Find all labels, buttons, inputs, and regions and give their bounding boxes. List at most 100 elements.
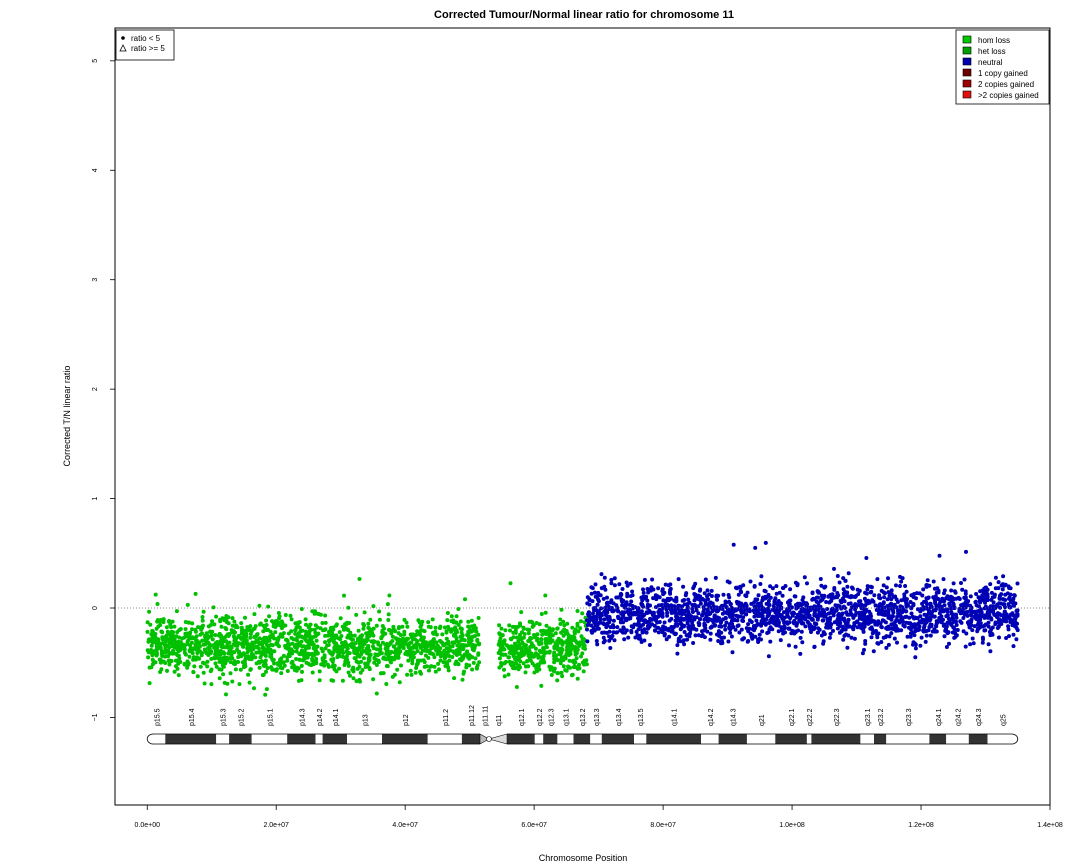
- data-point: [942, 634, 947, 639]
- data-point: [604, 630, 609, 635]
- data-point: [410, 650, 415, 655]
- data-point: [340, 654, 345, 659]
- data-point: [476, 616, 481, 620]
- data-point: [669, 603, 674, 608]
- data-point: [800, 640, 805, 645]
- data-point: [397, 625, 401, 630]
- data-point: [576, 641, 581, 646]
- data-point: [914, 591, 919, 596]
- data-point: [511, 635, 516, 640]
- data-point: [315, 632, 320, 637]
- data-point: [756, 640, 761, 644]
- data-point: [454, 653, 459, 657]
- data-point: [629, 599, 634, 604]
- data-point: [357, 641, 362, 646]
- data-point: [240, 642, 245, 647]
- data-point: [310, 609, 315, 614]
- data-point: [280, 626, 284, 631]
- data-point: [531, 623, 536, 628]
- data-point: [1002, 602, 1007, 607]
- data-point: [686, 609, 691, 614]
- data-point: [924, 583, 929, 588]
- data-point: [325, 662, 330, 667]
- data-point: [644, 630, 649, 635]
- data-point: [835, 574, 840, 578]
- data-point: [183, 652, 188, 657]
- data-point: [369, 632, 374, 637]
- x-tick-label: 8.0e+07: [650, 822, 676, 829]
- data-point: [692, 603, 697, 607]
- data-point: [183, 631, 188, 636]
- data-point: [530, 644, 535, 649]
- data-point: [812, 625, 817, 630]
- data-point: [945, 613, 950, 618]
- data-point: [868, 620, 872, 625]
- data-point: [952, 606, 957, 610]
- data-point: [459, 626, 464, 631]
- data-point: [968, 594, 973, 599]
- data-point: [286, 644, 291, 649]
- data-point: [705, 588, 710, 593]
- data-point: [592, 590, 597, 595]
- data-point: [675, 623, 680, 628]
- data-point: [536, 655, 541, 660]
- data-point: [924, 629, 929, 633]
- data-point: [518, 659, 523, 664]
- data-point: [294, 649, 299, 654]
- data-point: [464, 653, 469, 658]
- data-point: [503, 628, 508, 633]
- data-point: [321, 657, 326, 662]
- data-point: [409, 672, 414, 677]
- data-point: [995, 611, 1000, 616]
- data-point: [466, 624, 471, 629]
- data-point: [740, 609, 745, 614]
- data-point: [331, 650, 336, 655]
- data-point: [559, 630, 564, 635]
- data-point: [985, 611, 990, 616]
- data-point: [608, 600, 613, 605]
- data-point: [431, 652, 436, 657]
- data-point: [670, 628, 675, 633]
- data-point: [929, 604, 934, 609]
- data-point: [257, 603, 262, 608]
- data-point: [579, 654, 583, 659]
- data-point: [299, 663, 304, 668]
- data-point: [433, 669, 438, 674]
- data-point: [968, 642, 973, 647]
- data-point: [371, 604, 376, 609]
- data-point: [232, 659, 237, 664]
- data-point: [328, 637, 333, 642]
- data-point: [351, 637, 355, 642]
- data-point: [368, 652, 373, 657]
- data-point: [368, 617, 373, 622]
- data-point: [552, 657, 557, 661]
- data-point: [405, 672, 410, 677]
- data-point: [947, 597, 952, 602]
- data-point: [235, 625, 240, 630]
- data-point: [846, 601, 851, 606]
- data-point: [928, 601, 933, 606]
- data-point: [187, 620, 191, 625]
- data-point: [876, 606, 881, 611]
- data-point: [477, 642, 481, 647]
- data-point: [513, 657, 518, 662]
- data-point: [983, 604, 988, 609]
- data-point: [923, 639, 928, 644]
- data-point: [886, 607, 891, 611]
- data-point: [738, 584, 743, 589]
- data-point: [878, 621, 883, 626]
- data-point: [622, 637, 627, 642]
- data-point: [762, 588, 767, 593]
- data-point: [924, 633, 929, 638]
- data-point: [991, 600, 996, 605]
- data-point: [230, 656, 235, 661]
- ideogram-outline-p: [146, 733, 480, 745]
- data-point: [924, 619, 929, 624]
- data-point: [823, 612, 828, 617]
- data-point: [200, 638, 205, 643]
- data-point: [504, 643, 509, 648]
- data-point: [668, 591, 673, 596]
- data-point: [428, 640, 433, 645]
- data-point: [709, 588, 714, 593]
